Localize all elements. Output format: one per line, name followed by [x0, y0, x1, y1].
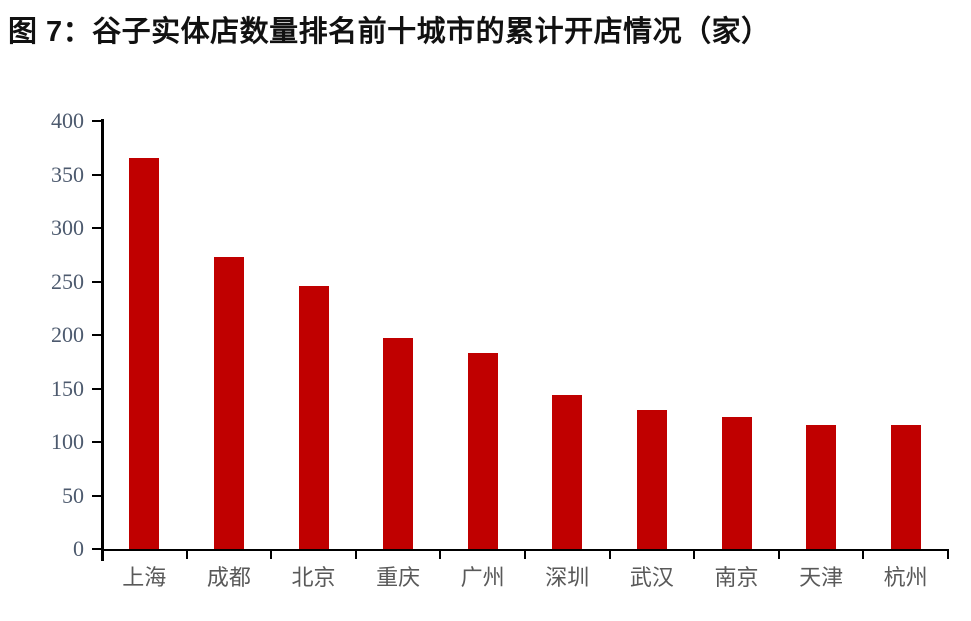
x-tick [185, 550, 188, 559]
y-tick [92, 494, 101, 497]
y-tick-label: 100 [51, 429, 84, 454]
y-axis-line [101, 119, 104, 561]
bar-武汉 [636, 409, 667, 549]
x-axis-label: 武汉 [629, 565, 674, 590]
x-axis-line [101, 548, 949, 551]
y-tick-label: 150 [51, 375, 84, 401]
y-tick [92, 334, 101, 336]
x-tick [947, 550, 949, 559]
x-tick [693, 550, 696, 559]
bar-重庆 [383, 338, 414, 549]
bar-南京 [721, 417, 752, 549]
y-tick [92, 548, 101, 550]
x-tick [439, 550, 442, 559]
y-tick [92, 441, 101, 443]
figure-title: 图 7：谷子实体店数量排名前十城市的累计开店情况（家） [8, 16, 771, 48]
x-tick [862, 550, 865, 559]
y-tick-label: 300 [51, 215, 84, 240]
x-tick [270, 550, 273, 559]
bar-天津 [806, 424, 837, 549]
bar-广州 [467, 353, 498, 549]
y-tick-label: 50 [62, 482, 84, 508]
x-tick [101, 550, 103, 559]
y-tick-label: 0 [73, 536, 84, 561]
y-tick [92, 173, 101, 176]
x-axis-label: 南京 [714, 565, 759, 590]
bar-深圳 [552, 394, 583, 549]
x-axis-label: 重庆 [376, 565, 421, 590]
y-tick [92, 227, 101, 229]
x-tick [354, 550, 357, 559]
x-tick [524, 550, 526, 559]
x-axis-label: 深圳 [545, 565, 590, 590]
x-axis-label: 上海 [122, 565, 167, 590]
y-tick-label: 200 [51, 322, 84, 347]
bar-杭州 [890, 424, 921, 549]
x-axis-label: 杭州 [883, 565, 928, 590]
bar-上海 [129, 158, 160, 549]
x-axis-label: 广州 [460, 565, 505, 590]
x-tick [608, 550, 611, 559]
y-tick [92, 387, 101, 390]
bar-北京 [298, 285, 329, 549]
x-tick [777, 550, 780, 559]
y-tick-label: 350 [51, 161, 84, 187]
y-tick [92, 280, 101, 283]
y-tick-label: 250 [51, 268, 84, 294]
x-axis-label: 北京 [291, 565, 336, 590]
bar-成都 [213, 256, 244, 549]
x-axis-label: 天津 [799, 565, 844, 590]
x-axis-label: 成都 [206, 565, 251, 590]
y-tick [92, 120, 101, 122]
y-tick-label: 400 [51, 108, 84, 133]
